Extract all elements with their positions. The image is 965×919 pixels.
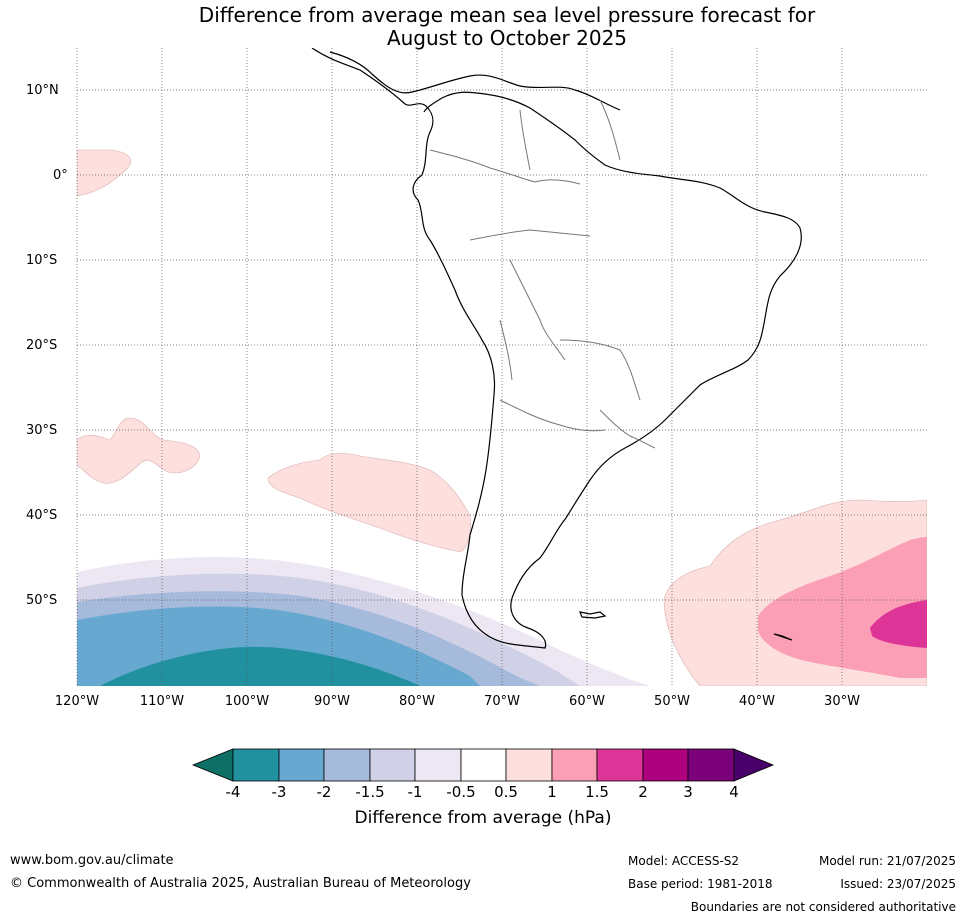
colorbar-tick: -0.5 bbox=[446, 783, 476, 801]
colorbar-segment bbox=[642, 748, 689, 782]
caribbean-coast bbox=[329, 51, 621, 111]
lon-label-70w: 70°W bbox=[484, 694, 520, 709]
colorbar-segment bbox=[596, 748, 644, 782]
colorbar-label: Difference from average (hPa) bbox=[354, 808, 612, 828]
colorbar-tick: 0.5 bbox=[494, 783, 518, 801]
lat-label-40s: 40°S bbox=[26, 508, 58, 523]
colorbar-tick: -1.5 bbox=[355, 783, 385, 801]
country-borders bbox=[429, 99, 656, 449]
footer-model-run: Model run: 21/07/2025 bbox=[818, 854, 956, 868]
colorbar-tick: -3 bbox=[271, 783, 287, 801]
footer-model: Model: ACCESS-S2 bbox=[628, 854, 740, 868]
map-title: Difference from average mean sea level p… bbox=[0, 4, 965, 50]
anomaly-patch-equatorial-west bbox=[77, 149, 131, 197]
south-georgia bbox=[773, 633, 793, 641]
colorbar-tick: -4 bbox=[225, 783, 241, 801]
footer-url[interactable]: www.bom.gov.au/climate bbox=[10, 853, 174, 868]
central-america-coast bbox=[311, 48, 434, 176]
colorbar-tick: -2 bbox=[316, 783, 332, 801]
anomaly-fields bbox=[77, 149, 927, 686]
coastlines bbox=[311, 48, 802, 649]
colorbar bbox=[191, 748, 775, 782]
colorbar-segment bbox=[687, 748, 735, 782]
colorbar-tick: 2 bbox=[638, 783, 648, 801]
colorbar-segment bbox=[460, 748, 507, 782]
footer-issued: Issued: 23/07/2025 bbox=[840, 877, 956, 891]
colorbar-tick: 1 bbox=[547, 783, 557, 801]
colorbar-segment bbox=[551, 748, 598, 782]
colorbar-tick: 3 bbox=[683, 783, 693, 801]
footer-disclaimer: Boundaries are not considered authoritat… bbox=[690, 900, 956, 914]
colorbar-segment bbox=[323, 748, 371, 782]
colorbar-tick: 4 bbox=[729, 783, 739, 801]
colorbar-tick: 1.5 bbox=[585, 783, 609, 801]
colorbar-segment bbox=[414, 748, 462, 782]
lat-label-0: 0° bbox=[53, 168, 68, 183]
colorbar-extend-high bbox=[733, 748, 775, 782]
colorbar-segment bbox=[505, 748, 553, 782]
footer-copyright: © Commonwealth of Australia 2025, Austra… bbox=[10, 876, 471, 891]
lon-label-60w: 60°W bbox=[569, 694, 605, 709]
colorbar-segment bbox=[232, 748, 280, 782]
anomaly-patch-chile-coast bbox=[267, 453, 471, 553]
footer-base-period: Base period: 1981-2018 bbox=[628, 877, 773, 891]
lat-label-20s: 20°S bbox=[26, 338, 58, 353]
south-america-coast bbox=[412, 91, 802, 649]
anomaly-field-south-atlantic-1-5 bbox=[870, 600, 927, 648]
title-line-2: August to October 2025 bbox=[386, 26, 628, 50]
lat-label-30s: 30°S bbox=[26, 423, 58, 438]
lat-label-50s: 50°S bbox=[26, 593, 58, 608]
lon-label-100w: 100°W bbox=[224, 694, 270, 709]
colorbar-segment bbox=[369, 748, 416, 782]
colorbar-segment bbox=[278, 748, 325, 782]
colorbar-extend-low bbox=[191, 748, 234, 782]
lon-label-110w: 110°W bbox=[139, 694, 185, 709]
lon-label-120w: 120°W bbox=[54, 694, 100, 709]
graticule bbox=[76, 48, 927, 686]
lon-label-40w: 40°W bbox=[739, 694, 775, 709]
lon-label-50w: 50°W bbox=[654, 694, 690, 709]
falklands bbox=[579, 611, 607, 619]
anomaly-patch-30s-west bbox=[77, 417, 201, 484]
lon-label-90w: 90°W bbox=[314, 694, 350, 709]
title-line-1: Difference from average mean sea level p… bbox=[198, 3, 816, 27]
lon-label-80w: 80°W bbox=[399, 694, 435, 709]
colorbar-tick: -1 bbox=[407, 783, 423, 801]
lon-label-30w: 30°W bbox=[824, 694, 860, 709]
lat-label-10n: 10°N bbox=[26, 83, 59, 98]
anomaly-band-minus-3 bbox=[100, 646, 420, 686]
lat-label-10s: 10°S bbox=[26, 253, 58, 268]
anomaly-field-south-atlantic-1 bbox=[758, 537, 927, 678]
